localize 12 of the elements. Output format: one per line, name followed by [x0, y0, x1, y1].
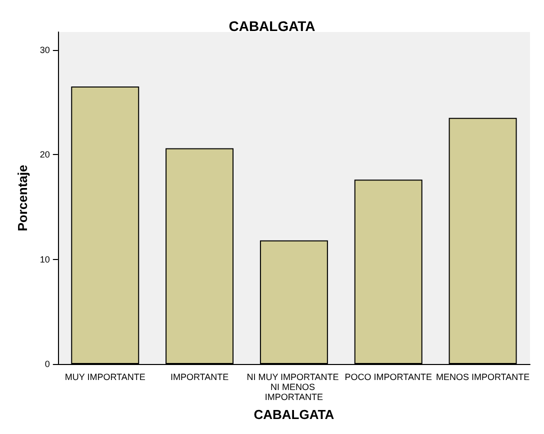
- y-tick-label: 30: [40, 44, 50, 55]
- chart-title: CABALGATA: [228, 18, 316, 34]
- x-tick-label: MENOS IMPORTANTE: [436, 372, 530, 382]
- x-tick-label: IMPORTANTE: [170, 372, 229, 382]
- x-tick-label: MUY IMPORTANTE: [64, 372, 146, 382]
- y-tick-label: 10: [40, 254, 50, 264]
- x-axis-title: CABALGATA: [254, 407, 335, 422]
- x-tick-label: POCO IMPORTANTE: [344, 372, 432, 382]
- y-tick-label: 0: [44, 359, 50, 369]
- x-tick-label: NI MUY IMPORTANTE NI MENOS IMPORTANTE: [246, 372, 342, 402]
- y-tick-label: 20: [40, 150, 50, 160]
- y-axis-title: Porcentaje: [15, 164, 30, 232]
